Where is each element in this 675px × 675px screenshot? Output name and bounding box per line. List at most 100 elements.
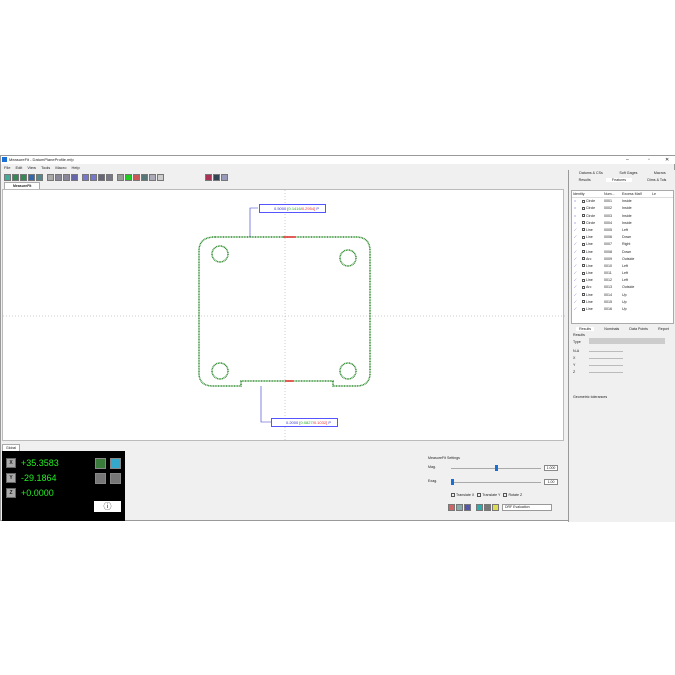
toolbar-button-icon[interactable] — [47, 173, 54, 181]
tab-dims-tols[interactable]: Dims & Tols — [647, 178, 667, 182]
tab-data-points[interactable]: Data Points — [629, 327, 648, 331]
visibility-checkbox[interactable] — [582, 221, 585, 225]
menu-tools[interactable]: Tools — [40, 165, 51, 170]
list-item[interactable]: ⟋ Line 0007 Right — [572, 241, 673, 248]
menu-edit[interactable]: Edit — [15, 165, 23, 170]
visibility-checkbox[interactable] — [582, 278, 585, 282]
reset-icon[interactable] — [456, 504, 463, 511]
close-button[interactable]: ✕ — [665, 157, 670, 163]
menu-file[interactable]: File — [4, 165, 11, 170]
toolbar-button-icon[interactable] — [141, 173, 148, 181]
visibility-checkbox[interactable] — [582, 293, 585, 297]
chart-icon[interactable] — [476, 504, 483, 511]
toolbar-button-icon[interactable] — [71, 173, 78, 181]
list-item[interactable]: ○ Circle 0002 Inside — [572, 205, 673, 212]
visibility-checkbox[interactable] — [582, 250, 585, 254]
toolbar-button-icon[interactable] — [12, 173, 19, 181]
menu-view[interactable]: View — [27, 165, 36, 170]
visibility-checkbox[interactable] — [582, 307, 585, 311]
list-item[interactable]: ⟋ Line 0016 Up — [572, 306, 673, 313]
toolbar-button-icon[interactable] — [4, 173, 11, 181]
profile-callout-top[interactable]: 0.5000 [0.1416/0.2954] P — [259, 204, 326, 213]
list-item[interactable]: ⟋ Line 0006 Down — [572, 234, 673, 241]
list-item[interactable]: ⟋ Line 0005 Left — [572, 227, 673, 234]
visibility-checkbox[interactable] — [582, 300, 585, 304]
toolbar-button-icon[interactable] — [36, 173, 43, 181]
zero-x-button[interactable]: X — [6, 458, 16, 468]
translate-y-checkbox[interactable]: Translate Y — [477, 493, 500, 498]
visibility-checkbox[interactable] — [582, 228, 585, 232]
font-size-icon[interactable] — [110, 458, 121, 469]
toolbar-button-icon[interactable] — [28, 173, 35, 181]
list-item[interactable]: ⟋ Line 0015 Up — [572, 299, 673, 306]
toolbar-button-icon[interactable] — [82, 173, 89, 181]
evaluation-select[interactable]: DRF Evaluation — [502, 504, 552, 511]
tab-measurefit[interactable]: MeasureFit — [4, 182, 41, 189]
zero-z-button[interactable]: Z — [6, 488, 16, 498]
toolbar-button-icon[interactable] — [63, 173, 70, 181]
toolbar-button-icon[interactable] — [221, 173, 228, 181]
list-item[interactable]: ⟋ Line 0010 Left — [572, 263, 673, 270]
translate-x-checkbox[interactable]: Translate X — [451, 493, 474, 498]
menu-macro[interactable]: Macro — [55, 165, 67, 170]
skew-alt-icon[interactable] — [110, 473, 121, 484]
mag-slider-thumb[interactable] — [494, 465, 498, 471]
tab-features[interactable]: Features — [605, 178, 633, 182]
toolbar-button-icon[interactable] — [213, 173, 220, 181]
exag-slider-thumb[interactable] — [451, 479, 454, 485]
toolbar-button-icon[interactable] — [98, 173, 105, 181]
list-item[interactable]: ⟋ Line 0012 Left — [572, 277, 673, 284]
bulb-icon[interactable] — [492, 504, 499, 511]
visibility-checkbox[interactable] — [582, 206, 585, 210]
toolbar-button-icon[interactable] — [106, 173, 113, 181]
tab-nominals[interactable]: Nominals — [604, 327, 620, 331]
toolbar-button-icon[interactable] — [157, 173, 164, 181]
toolbar-button-icon[interactable] — [205, 173, 212, 181]
skew-icon[interactable] — [95, 473, 106, 484]
visibility-checkbox[interactable] — [582, 242, 585, 246]
globe-icon[interactable] — [464, 504, 471, 511]
maximize-button[interactable]: ▫ — [648, 157, 650, 163]
mag-input[interactable]: 1.000 — [544, 465, 558, 471]
menu-help[interactable]: Help — [71, 165, 80, 170]
tab-results[interactable]: Results — [578, 178, 591, 182]
minimize-button[interactable]: – — [626, 157, 629, 163]
toolbar-button-icon[interactable] — [149, 173, 156, 181]
toolbar-button-icon[interactable] — [133, 173, 140, 181]
list-item[interactable]: ○ Circle 0001 Inside — [572, 198, 673, 205]
info-button[interactable]: ⓘ — [94, 501, 121, 512]
list-item[interactable]: ⟋ Arc 0013 Outside — [572, 284, 673, 291]
list-item[interactable]: ⟋ Line 0014 Up — [572, 292, 673, 299]
visibility-checkbox[interactable] — [582, 257, 585, 261]
fit-icon[interactable] — [448, 504, 455, 511]
tab-soft-gages[interactable]: Soft Gages — [619, 171, 638, 175]
exag-slider[interactable] — [451, 479, 541, 485]
grid-icon[interactable] — [484, 504, 491, 511]
measurement-canvas[interactable]: 0.5000 [0.1416/0.2954] P 0.2000 [0.0827/… — [2, 189, 565, 442]
list-item[interactable]: ○ Circle 0004 Inside — [572, 220, 673, 227]
toolbar-button-icon[interactable] — [117, 173, 124, 181]
exag-input[interactable]: 1.00 — [544, 479, 558, 485]
toolbar-button-icon[interactable] — [125, 173, 132, 181]
list-item[interactable]: ⟋ Line 0011 Left — [572, 270, 673, 277]
tab-report[interactable]: Report — [658, 327, 669, 331]
list-item[interactable]: ⟋ Line 0008 Down — [572, 249, 673, 256]
visibility-checkbox[interactable] — [582, 214, 585, 218]
rotate-z-checkbox[interactable]: Rotate Z — [503, 493, 522, 498]
zero-y-button[interactable]: Y — [6, 473, 16, 483]
visibility-checkbox[interactable] — [582, 285, 585, 289]
profile-callout-bottom[interactable]: 0.2000 [0.0827/0.1032] P — [271, 418, 338, 427]
visibility-checkbox[interactable] — [582, 271, 585, 275]
toolbar-button-icon[interactable] — [20, 173, 27, 181]
tab-macros[interactable]: Macros — [653, 171, 666, 175]
toolbar-button-icon[interactable] — [55, 173, 62, 181]
tab-datums[interactable]: Datums & CSs — [579, 171, 603, 175]
toolbar-button-icon[interactable] — [90, 173, 97, 181]
mag-slider[interactable] — [451, 465, 541, 471]
visibility-checkbox[interactable] — [582, 199, 585, 203]
list-item[interactable]: ○ Circle 0003 Inside — [572, 213, 673, 220]
tab-global[interactable]: Global — [2, 444, 21, 451]
toggle-icon[interactable] — [95, 458, 106, 469]
list-item[interactable]: ⟋ Arc 0009 Outside — [572, 256, 673, 263]
visibility-checkbox[interactable] — [582, 264, 585, 268]
